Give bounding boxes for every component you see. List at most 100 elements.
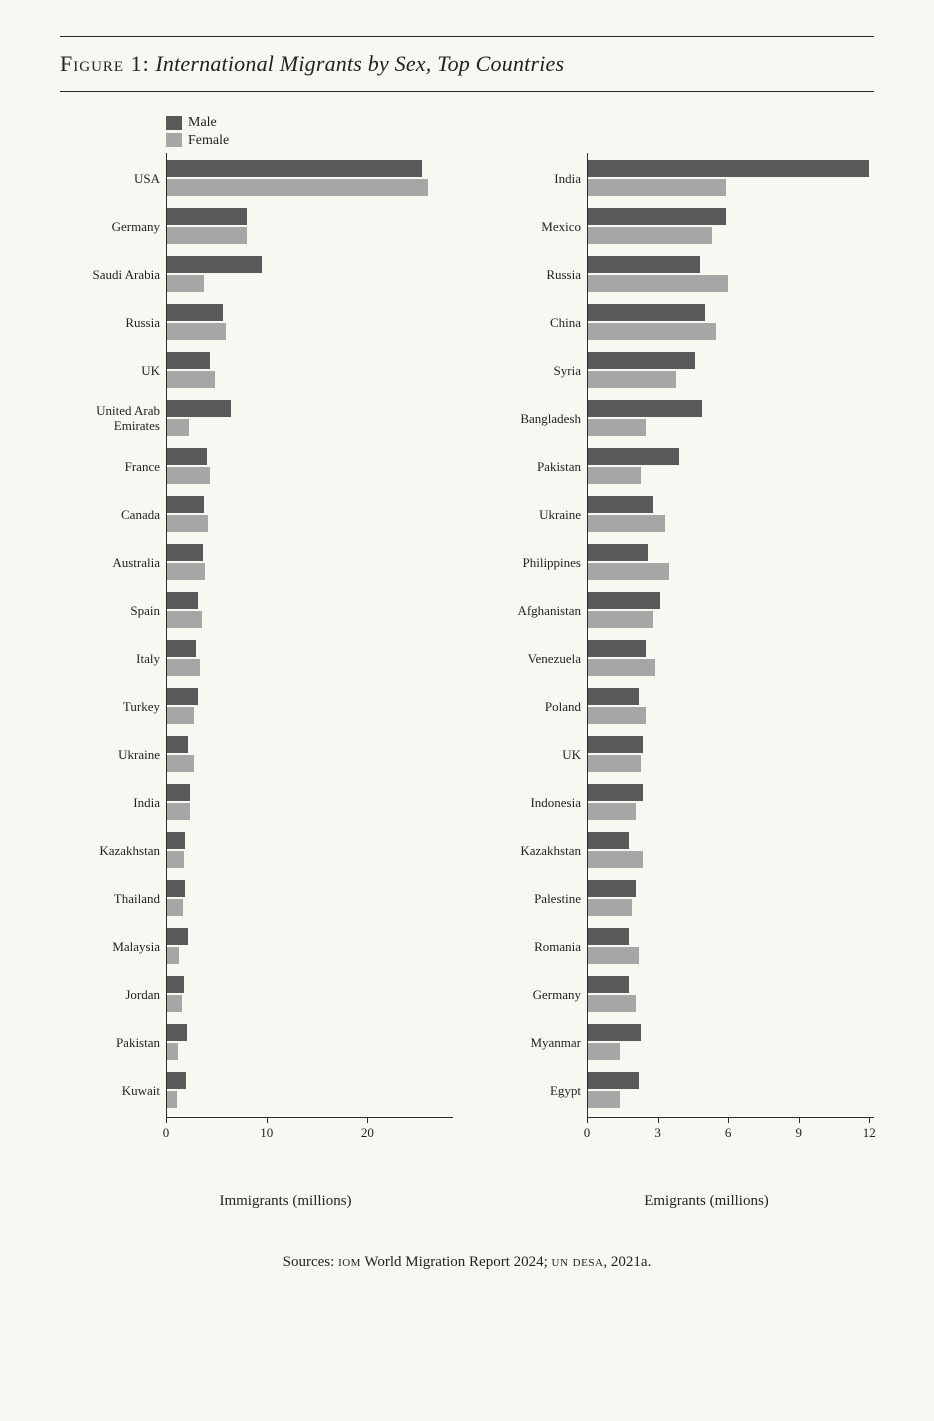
bars-cell	[166, 539, 453, 587]
bar-male	[166, 736, 188, 753]
xaxis-tick-label: 0	[163, 1125, 170, 1141]
row-label: USA	[70, 172, 166, 187]
chart-row: Saudi Arabia	[70, 251, 453, 299]
chart-row: Jordan	[70, 971, 453, 1019]
bar-male	[166, 880, 185, 897]
bar-male	[587, 208, 726, 225]
bar-male	[587, 544, 648, 561]
bar-male	[166, 544, 203, 561]
xaxis-tick	[267, 1117, 268, 1123]
bar-female	[587, 419, 646, 436]
row-label: France	[70, 460, 166, 475]
chart-row: Venezuela	[491, 635, 874, 683]
chart-row: UK	[70, 347, 453, 395]
row-label: Kazakhstan	[491, 844, 587, 859]
chart-row: Russia	[491, 251, 874, 299]
bars-cell	[587, 923, 874, 971]
chart-row: Myanmar	[491, 1019, 874, 1067]
bar-female	[166, 611, 202, 628]
bars-cell	[166, 299, 453, 347]
bar-female	[587, 323, 716, 340]
chart-row: France	[70, 443, 453, 491]
bar-female	[166, 1091, 177, 1108]
bar-female	[587, 1091, 620, 1108]
bar-female	[587, 467, 641, 484]
row-label: China	[491, 316, 587, 331]
row-label: Spain	[70, 604, 166, 619]
bar-female	[166, 227, 247, 244]
xaxis-tick	[658, 1117, 659, 1123]
bars-cell	[166, 395, 453, 443]
chart-row: Pakistan	[491, 443, 874, 491]
xaxis-tick-label: 6	[725, 1125, 732, 1141]
bar-female	[587, 803, 636, 820]
bar-female	[587, 707, 646, 724]
chart-row: Pakistan	[70, 1019, 453, 1067]
bars-cell	[587, 155, 874, 203]
bar-male	[587, 928, 629, 945]
figure-sources: Sources: iom World Migration Report 2024…	[60, 1254, 874, 1271]
row-label: Philippines	[491, 556, 587, 571]
bar-female	[587, 659, 655, 676]
row-label: Palestine	[491, 892, 587, 907]
chart-row: Afghanistan	[491, 587, 874, 635]
bars-cell	[587, 539, 874, 587]
xaxis-tick-label: 3	[654, 1125, 661, 1141]
bar-male	[166, 784, 190, 801]
chart-row: United ArabEmirates	[70, 395, 453, 443]
row-label: Ukraine	[70, 748, 166, 763]
bar-male	[166, 688, 198, 705]
figure-label: Figure 1:	[60, 51, 150, 76]
row-label: Malaysia	[70, 940, 166, 955]
xaxis-tick-label: 0	[584, 1125, 591, 1141]
row-label: UK	[491, 748, 587, 763]
bars-cell	[166, 923, 453, 971]
xaxis-tick	[869, 1117, 870, 1123]
bar-female	[587, 563, 669, 580]
bar-male	[587, 784, 643, 801]
bar-male	[166, 352, 210, 369]
row-label: Italy	[70, 652, 166, 667]
chart-row: Kazakhstan	[70, 827, 453, 875]
emigrants-chart: . . IndiaMexicoRussiaChinaSyriaBanglades…	[491, 114, 874, 1210]
bar-female	[166, 1043, 178, 1060]
chart-row: Ukraine	[491, 491, 874, 539]
bar-male	[587, 352, 695, 369]
chart-row: Bangladesh	[491, 395, 874, 443]
chart-row: Palestine	[491, 875, 874, 923]
xaxis-tick	[728, 1117, 729, 1123]
row-label: Saudi Arabia	[70, 268, 166, 283]
row-label: Jordan	[70, 988, 166, 1003]
bar-male	[166, 832, 185, 849]
bars-cell	[587, 827, 874, 875]
bar-male	[587, 1024, 641, 1041]
row-label: Canada	[70, 508, 166, 523]
bar-female	[166, 851, 184, 868]
bar-male	[166, 160, 422, 177]
sources-mid1: World Migration Report 2024;	[361, 1254, 552, 1270]
row-label: India	[70, 796, 166, 811]
xaxis-tick	[367, 1117, 368, 1123]
bar-female	[166, 179, 428, 196]
bar-male	[166, 448, 207, 465]
row-label: Syria	[491, 364, 587, 379]
bar-female	[587, 371, 676, 388]
bar-male	[587, 880, 636, 897]
bars-cell	[587, 971, 874, 1019]
bar-male	[587, 592, 660, 609]
row-label: Kazakhstan	[70, 844, 166, 859]
bars-cell	[587, 443, 874, 491]
immigrants-xaxis: 01020	[70, 1117, 453, 1151]
emigrants-xaxis-line: 036912	[587, 1117, 874, 1151]
row-label: Turkey	[70, 700, 166, 715]
chart-row: Italy	[70, 635, 453, 683]
bars-cell	[166, 1019, 453, 1067]
row-label: Afghanistan	[491, 604, 587, 619]
chart-row: Germany	[491, 971, 874, 1019]
sources-prefix: Sources:	[283, 1254, 338, 1270]
figure-page: Figure 1: International Migrants by Sex,…	[0, 0, 934, 1421]
xaxis-tick-label: 9	[795, 1125, 802, 1141]
immigrants-xaxis-line: 01020	[166, 1117, 453, 1151]
emigrants-xlabel: Emigrants (millions)	[539, 1193, 874, 1210]
chart-row: Russia	[70, 299, 453, 347]
